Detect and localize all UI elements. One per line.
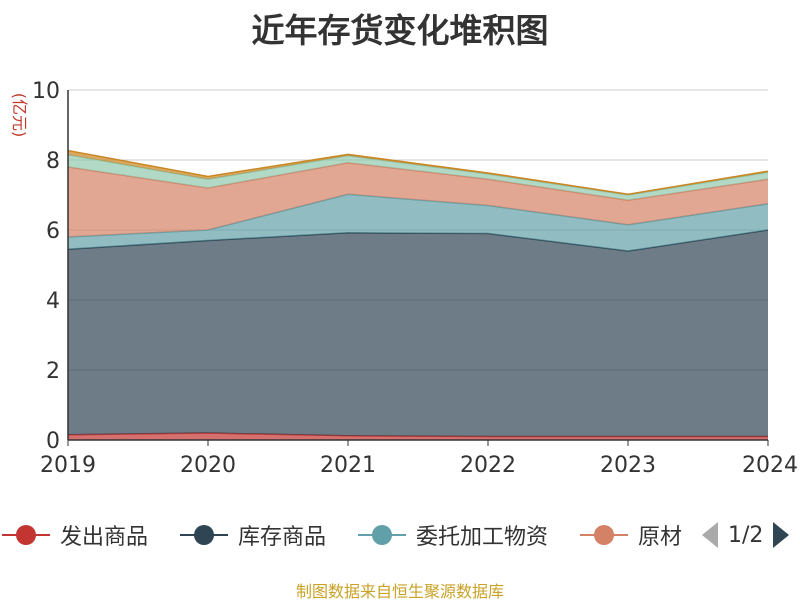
y-tick-label: 0 <box>46 429 60 454</box>
y-tick-label: 6 <box>46 219 60 244</box>
legend-item[interactable]: 发出商品 <box>0 515 148 555</box>
y-axis-unit-label: (亿元) <box>10 93 29 138</box>
y-tick-label: 8 <box>46 149 60 174</box>
chart-title: 近年存货变化堆积图 <box>251 11 549 50</box>
area-series-4 <box>68 162 768 237</box>
x-tick-label: 2019 <box>40 453 96 478</box>
legend-label: 库存商品 <box>238 525 327 550</box>
x-tick-label: 2023 <box>600 453 656 478</box>
legend-item[interactable]: 库存商品 <box>178 515 326 555</box>
legend: 发出商品 库存商品 委托加工物资 原材 <box>0 515 800 555</box>
legend-item[interactable]: 原材 <box>578 515 682 555</box>
x-tick-label: 2024 <box>742 453 798 478</box>
legend-marker-icon <box>358 525 406 545</box>
legend-marker-icon <box>180 525 228 545</box>
x-tick-label: 2022 <box>460 453 516 478</box>
pager-next-icon[interactable] <box>771 520 791 550</box>
legend-pager: 1/2 <box>700 518 791 552</box>
area-series-3 <box>68 194 768 251</box>
legend-label: 发出商品 <box>60 525 149 550</box>
legend-marker-icon <box>580 525 628 545</box>
source-footer: 制图数据来自恒生聚源数据库 <box>295 582 504 601</box>
legend-label: 原材 <box>638 525 683 550</box>
pager-text: 1/2 <box>728 522 764 548</box>
legend-marker-icon <box>2 525 50 545</box>
y-tick-label: 2 <box>46 359 60 384</box>
y-tick-label: 10 <box>32 79 60 104</box>
series-line-6 <box>67 149 769 196</box>
pager-prev-icon[interactable] <box>700 520 720 550</box>
y-tick-label: 4 <box>46 289 60 314</box>
x-tick-label: 2020 <box>180 453 236 478</box>
x-tick-label: 2021 <box>320 453 376 478</box>
legend-label: 委托加工物资 <box>416 525 549 550</box>
legend-item[interactable]: 委托加工物资 <box>356 515 548 555</box>
area-series-2 <box>68 230 768 437</box>
